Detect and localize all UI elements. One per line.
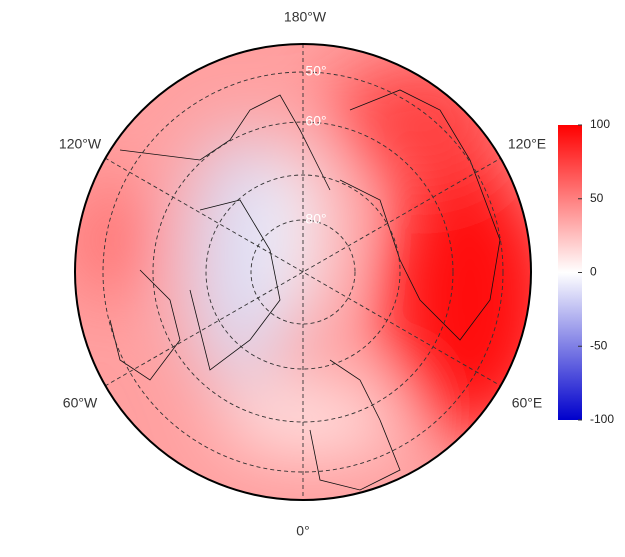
longitude-label: 180°W xyxy=(284,9,327,25)
field xyxy=(75,44,531,500)
latitude-label: 50° xyxy=(305,63,326,79)
colorbar-tick-label: 100 xyxy=(590,117,610,131)
colorbar-tick-label: -50 xyxy=(590,338,608,352)
colorbar-tick-label: 50 xyxy=(590,191,604,205)
longitude-label: 120°E xyxy=(508,136,546,152)
coastline xyxy=(109,89,501,491)
map-border xyxy=(74,43,532,501)
colorbar-tick-label: 0 xyxy=(590,265,597,279)
longitude-label: 60°W xyxy=(63,395,98,411)
latitude-label: 80° xyxy=(305,211,326,227)
colorbar-tick-label: -100 xyxy=(590,412,614,426)
graticule xyxy=(102,44,504,500)
longitude-label: 120°W xyxy=(59,136,102,152)
longitude-label: 0° xyxy=(296,523,309,539)
longitude-label: 60°E xyxy=(512,395,543,411)
latitude-label: 60° xyxy=(305,113,326,129)
